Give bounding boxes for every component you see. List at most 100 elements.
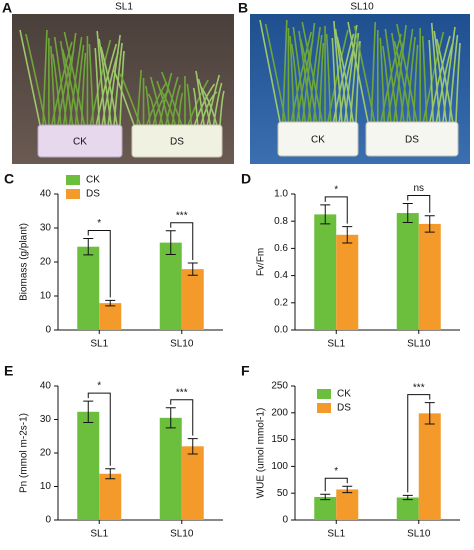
blade	[307, 26, 321, 123]
blade	[219, 90, 225, 126]
y-tick-label: 200	[271, 407, 288, 418]
y-axis-label: Pn (mmol m-2s-1)	[19, 413, 30, 493]
blade	[113, 69, 135, 126]
blade	[192, 87, 199, 126]
blade	[380, 33, 402, 123]
blade	[51, 41, 73, 126]
bar	[181, 269, 204, 330]
y-tick-label: 0.0	[274, 325, 288, 336]
x-tick-label: SL10	[407, 339, 431, 350]
blade	[412, 44, 419, 123]
significance-label: *	[97, 218, 101, 229]
pot-label: CK	[73, 137, 87, 148]
blade	[165, 76, 179, 126]
blade	[171, 84, 181, 126]
blade	[212, 82, 223, 126]
legend-swatch	[66, 189, 80, 199]
x-tick-label: SL1	[90, 339, 108, 350]
blade	[282, 19, 288, 123]
blade	[42, 29, 48, 126]
legend-swatch	[66, 175, 80, 185]
significance-bracket	[170, 222, 194, 261]
pot	[365, 121, 459, 157]
y-tick-label: 1.0	[274, 189, 288, 200]
y-tick-label: 40	[40, 189, 52, 200]
blade	[147, 93, 158, 126]
blade	[136, 69, 142, 126]
y-tick-label: 0	[45, 515, 51, 526]
y-tick-label: 40	[40, 381, 52, 392]
error-bar	[83, 238, 94, 256]
blade	[382, 45, 392, 123]
blade	[259, 19, 281, 123]
pot	[37, 124, 123, 158]
blade	[406, 36, 416, 123]
y-tick-label: 50	[277, 488, 289, 499]
legend-swatch	[317, 403, 331, 413]
panel-label: F	[241, 363, 250, 379]
error-bar	[320, 493, 331, 501]
significance-bracket	[170, 399, 194, 436]
legend-label: DS	[86, 189, 100, 200]
y-tick-label: 0.8	[274, 216, 288, 227]
error-bar	[187, 262, 198, 276]
blade	[290, 31, 313, 123]
significance-label: *	[97, 381, 101, 392]
blade	[107, 34, 121, 126]
pot-label: DS	[170, 137, 184, 148]
blade	[429, 35, 451, 123]
legend-label: CK	[337, 389, 351, 400]
bar	[314, 496, 337, 520]
blade	[187, 79, 209, 126]
blade	[347, 21, 369, 123]
blade	[89, 39, 112, 126]
blade	[442, 26, 456, 123]
bar	[159, 417, 182, 520]
x-tick-label: SL10	[170, 529, 194, 540]
error-bar	[187, 438, 198, 455]
y-tick-label: 10	[40, 481, 52, 492]
blade	[74, 44, 85, 126]
y-tick-label: 20	[40, 257, 52, 268]
error-bar	[424, 402, 435, 425]
blade	[145, 85, 151, 126]
blade	[195, 70, 205, 126]
blade	[393, 24, 407, 123]
legend-label: DS	[337, 403, 351, 414]
significance-label: ***	[176, 387, 188, 398]
x-tick-label: SL1	[327, 529, 345, 540]
panel-label: D	[241, 171, 251, 187]
error-bar	[165, 230, 176, 256]
bar	[336, 234, 359, 330]
y-tick-label: 150	[271, 434, 288, 445]
blade	[68, 36, 83, 126]
blade	[393, 40, 412, 123]
blade	[391, 32, 405, 123]
blade	[422, 31, 445, 123]
significance-bracket	[407, 394, 431, 493]
blade	[312, 34, 323, 123]
blade	[448, 34, 459, 123]
significance-label: *	[334, 466, 338, 477]
bar	[159, 242, 182, 330]
bar	[314, 214, 337, 330]
pot-label: DS	[405, 135, 419, 146]
legend-label: CK	[86, 175, 100, 186]
plants	[19, 19, 461, 126]
blade	[19, 29, 41, 126]
y-tick-label: 0	[282, 515, 288, 526]
error-bar	[342, 226, 353, 244]
x-tick-label: SL10	[170, 339, 194, 350]
blade	[193, 83, 216, 126]
blade	[428, 39, 434, 123]
blade	[370, 21, 377, 123]
bar	[77, 411, 100, 520]
error-bar	[165, 407, 176, 429]
error-bar	[105, 299, 116, 307]
panel-label: E	[4, 363, 13, 379]
blade	[379, 37, 386, 123]
significance-label: ***	[413, 382, 425, 393]
pot	[131, 124, 223, 158]
significance-label: ***	[176, 210, 188, 221]
panel-label: A	[2, 0, 12, 16]
